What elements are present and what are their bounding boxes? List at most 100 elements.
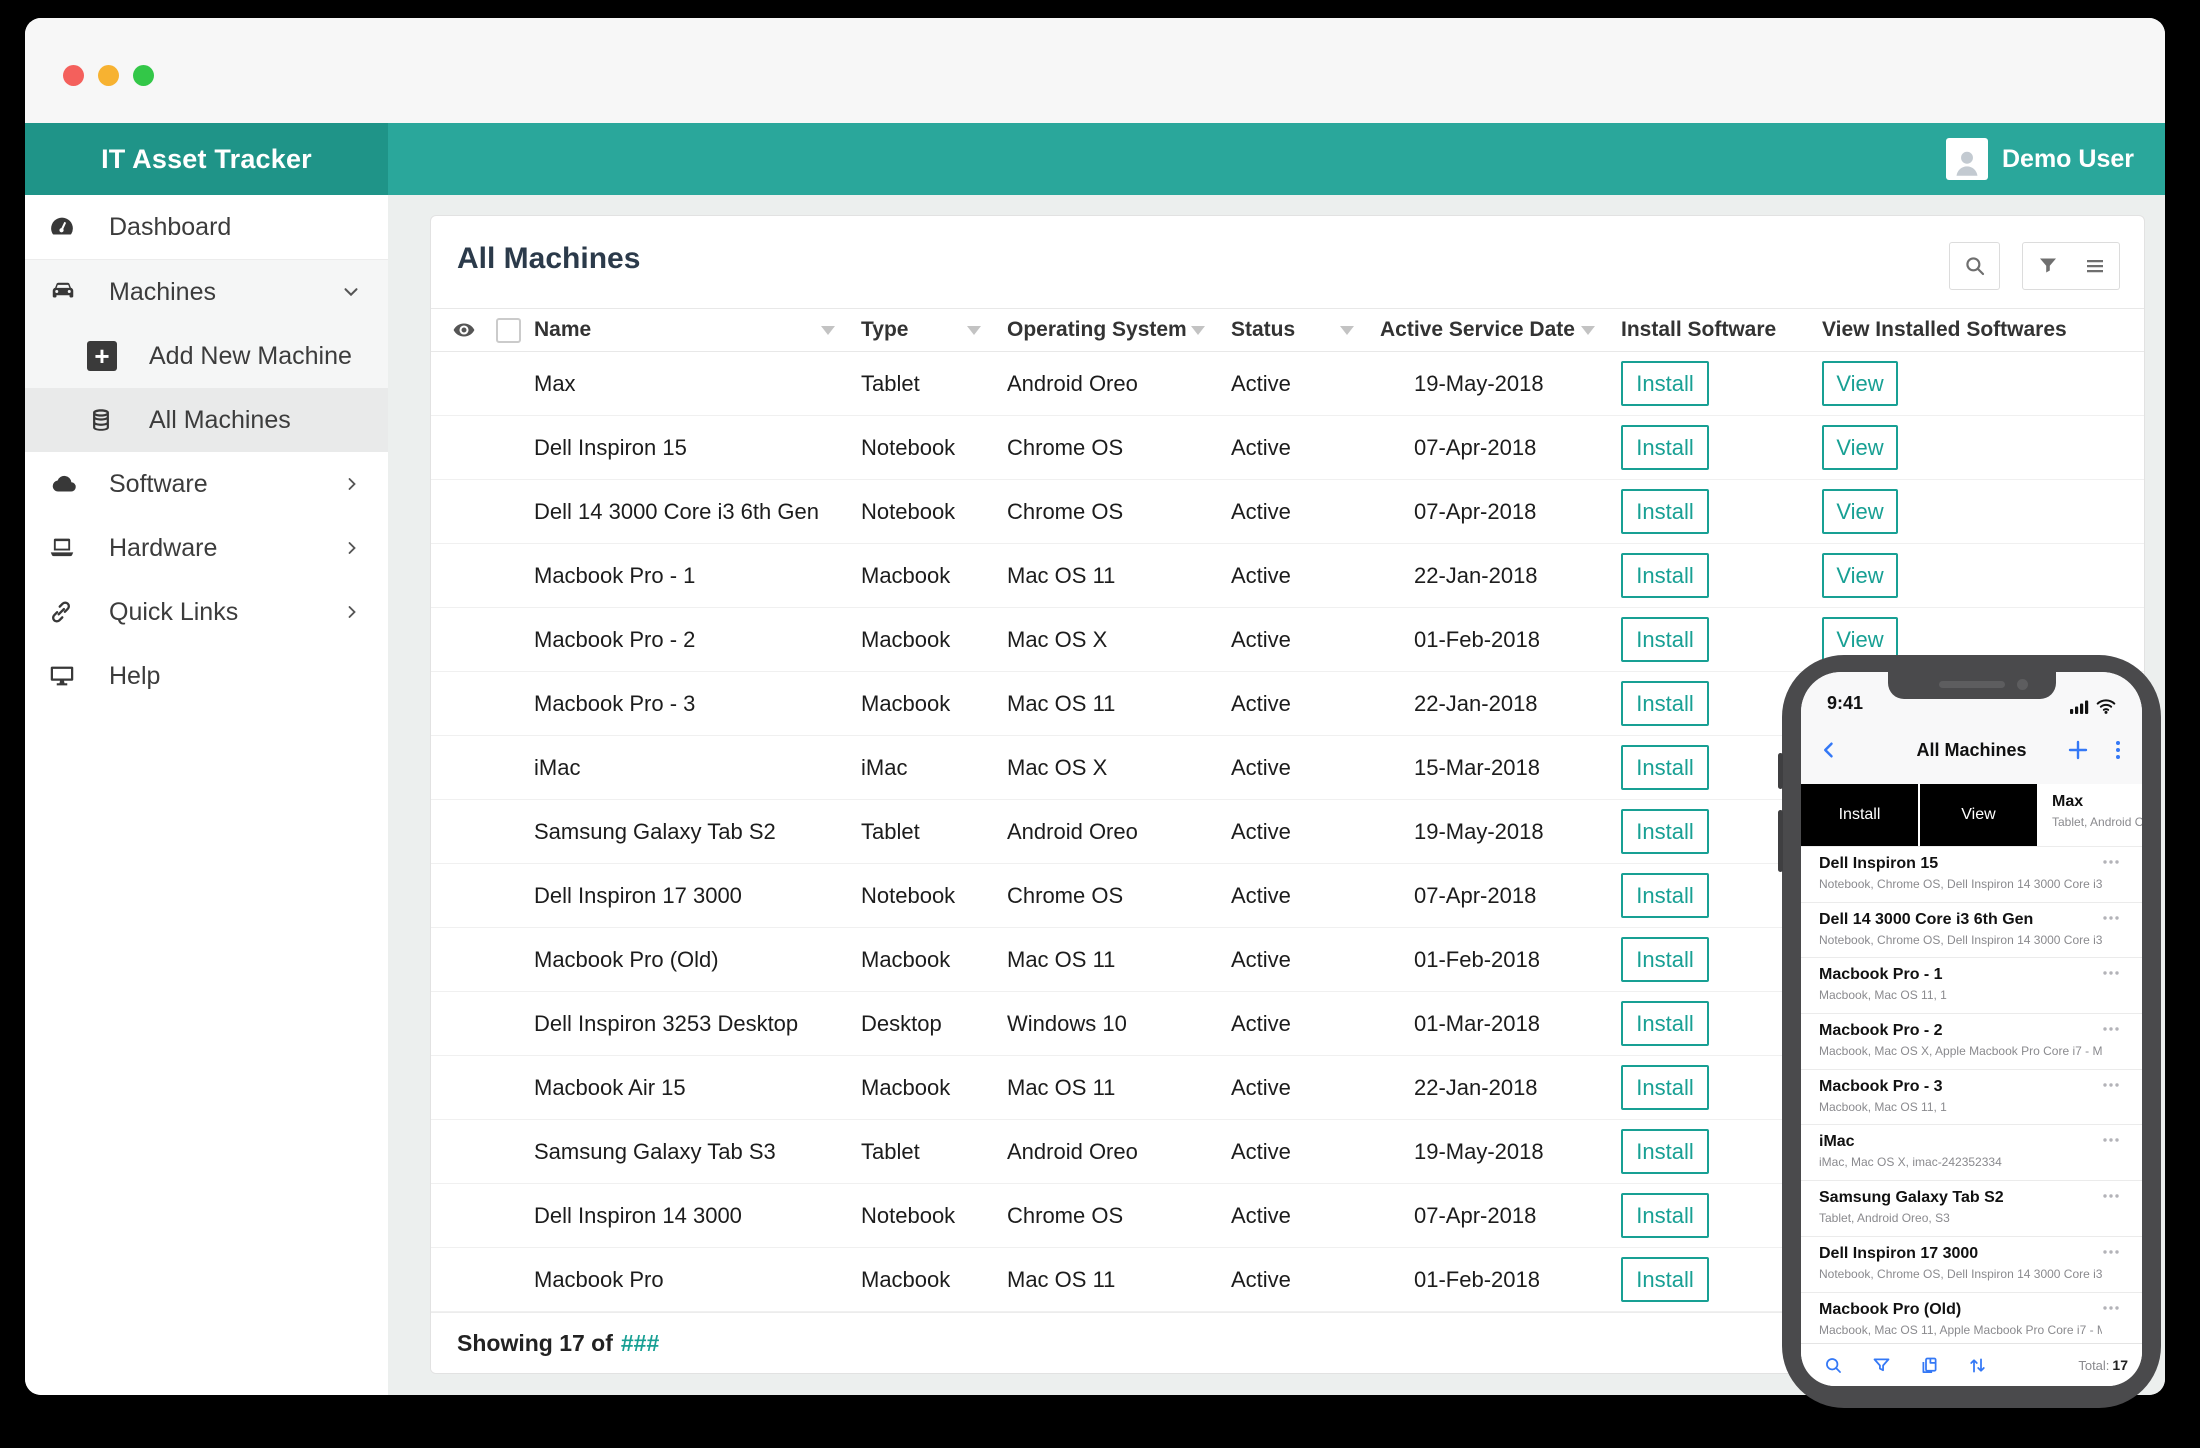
- phone-list-item[interactable]: iMac iMac, Mac OS X, imac-242352334: [1801, 1125, 2142, 1182]
- search-button[interactable]: [1949, 242, 2000, 290]
- view-button[interactable]: View: [1822, 425, 1898, 470]
- phone-list-item[interactable]: Dell Inspiron 15 Notebook, Chrome OS, De…: [1801, 847, 2142, 903]
- install-button[interactable]: Install: [1621, 809, 1709, 854]
- item-more-button[interactable]: [2102, 1193, 2120, 1199]
- sidebar-item-dashboard[interactable]: Dashboard: [25, 195, 388, 259]
- view-button[interactable]: View: [1822, 617, 1898, 662]
- view-button[interactable]: View: [1822, 489, 1898, 534]
- sidebar-item-hardware[interactable]: Hardware: [25, 516, 388, 580]
- install-button[interactable]: Install: [1621, 1129, 1709, 1174]
- table-row[interactable]: Dell 14 3000 Core i3 6th Gen Notebook Ch…: [431, 480, 2144, 544]
- swipe-install-button[interactable]: Install: [1801, 784, 1918, 846]
- phone-list-item[interactable]: Samsung Galaxy Tab S2 Tablet, Android Or…: [1801, 1181, 2142, 1237]
- sidebar-item-quick-links[interactable]: Quick Links: [25, 580, 388, 644]
- install-button[interactable]: Install: [1621, 361, 1709, 406]
- column-header-type[interactable]: Type: [861, 318, 1007, 342]
- back-button[interactable]: [1819, 739, 1839, 761]
- cell-type: Tablet: [861, 370, 920, 396]
- install-button[interactable]: Install: [1621, 1257, 1709, 1302]
- table-row[interactable]: Macbook Pro - 2 Macbook Mac OS X Active …: [431, 608, 2144, 672]
- phone-list-item[interactable]: Dell Inspiron 17 3000 Notebook, Chrome O…: [1801, 1237, 2142, 1293]
- item-more-button[interactable]: [2102, 1305, 2120, 1311]
- install-button[interactable]: Install: [1621, 745, 1709, 790]
- minimize-window-button[interactable]: [98, 65, 119, 86]
- cell-date: 01-Feb-2018: [1414, 946, 1540, 972]
- select-all-checkbox[interactable]: [496, 317, 534, 343]
- install-button[interactable]: Install: [1621, 425, 1709, 470]
- item-more-button[interactable]: [2102, 915, 2120, 921]
- column-header-name[interactable]: Name: [534, 318, 861, 342]
- more-menu-button[interactable]: [2114, 738, 2122, 762]
- column-header-status[interactable]: Status: [1231, 318, 1380, 342]
- view-button[interactable]: View: [1822, 553, 1898, 598]
- sidebar-item-label: Machines: [109, 277, 216, 306]
- sort-icon[interactable]: [1191, 325, 1205, 335]
- sidebar-item-all-machines[interactable]: All Machines: [25, 388, 388, 452]
- cell-date: 07-Apr-2018: [1414, 1202, 1537, 1228]
- cell-date: 22-Jan-2018: [1414, 562, 1538, 588]
- cell-status: Active: [1231, 1010, 1291, 1036]
- phone-list-item[interactable]: Macbook Pro - 1 Macbook, Mac OS 11, 1: [1801, 958, 2142, 1015]
- install-button[interactable]: Install: [1621, 681, 1709, 726]
- sort-icon[interactable]: [821, 325, 835, 335]
- install-button[interactable]: Install: [1621, 873, 1709, 918]
- phone-export-button[interactable]: [1919, 1355, 1940, 1376]
- table-row[interactable]: Max Tablet Android Oreo Active 19-May-20…: [431, 352, 2144, 416]
- sidebar-item-help[interactable]: Help: [25, 644, 388, 708]
- close-window-button[interactable]: [63, 65, 84, 86]
- avatar[interactable]: [1946, 138, 1988, 180]
- item-more-button[interactable]: [2102, 859, 2120, 865]
- phone-list-item[interactable]: Macbook Pro - 3 Macbook, Mac OS 11, 1: [1801, 1070, 2142, 1126]
- item-more-button[interactable]: [2102, 1137, 2120, 1143]
- column-header-os[interactable]: Operating System: [1007, 318, 1231, 342]
- install-button[interactable]: Install: [1621, 617, 1709, 662]
- phone-sort-button[interactable]: [1967, 1355, 1988, 1376]
- phone-filter-button[interactable]: [1871, 1355, 1892, 1376]
- phone-list-item[interactable]: Dell 14 3000 Core i3 6th Gen Notebook, C…: [1801, 903, 2142, 959]
- sidebar-item-label: Hardware: [109, 533, 218, 562]
- table-row[interactable]: Dell Inspiron 15 Notebook Chrome OS Acti…: [431, 416, 2144, 480]
- phone-search-button[interactable]: [1823, 1355, 1844, 1376]
- install-button[interactable]: Install: [1621, 553, 1709, 598]
- cell-status: Active: [1231, 1074, 1291, 1100]
- sort-icon[interactable]: [1340, 325, 1354, 335]
- item-more-button[interactable]: [2102, 970, 2120, 976]
- view-button[interactable]: View: [1822, 361, 1898, 406]
- phone-list-item[interactable]: Macbook Pro - 2 Macbook, Mac OS X, Apple…: [1801, 1014, 2142, 1070]
- item-name: Macbook Pro - 1: [1819, 966, 1943, 984]
- gauge-icon: [47, 212, 87, 242]
- install-button[interactable]: Install: [1621, 1193, 1709, 1238]
- install-button[interactable]: Install: [1621, 489, 1709, 534]
- filter-button[interactable]: [2022, 242, 2073, 290]
- cell-os: Chrome OS: [1007, 882, 1124, 908]
- column-header-date[interactable]: Active Service Date: [1380, 318, 1621, 342]
- install-button[interactable]: Install: [1621, 1001, 1709, 1046]
- install-button[interactable]: Install: [1621, 1065, 1709, 1110]
- item-more-button[interactable]: [2102, 1082, 2120, 1088]
- database-icon: [87, 405, 127, 435]
- table-row[interactable]: Samsung Galaxy Tab S3 Tablet Android Ore…: [431, 1120, 2144, 1184]
- phone-list-item[interactable]: Macbook Pro (Old) Macbook, Mac OS 11, Ap…: [1801, 1293, 2142, 1349]
- sidebar-item-add-new-machine[interactable]: + Add New Machine: [25, 324, 388, 388]
- sort-icon[interactable]: [1581, 325, 1595, 335]
- swipe-view-button[interactable]: View: [1918, 784, 2037, 846]
- visibility-column-header[interactable]: [451, 317, 496, 343]
- sidebar-item-software[interactable]: Software: [25, 452, 388, 516]
- cell-os: Chrome OS: [1007, 1202, 1124, 1228]
- app-title: IT Asset Tracker: [25, 123, 388, 195]
- cell-type: Macbook: [861, 626, 951, 652]
- user-name[interactable]: Demo User: [2002, 144, 2134, 173]
- install-button[interactable]: Install: [1621, 937, 1709, 982]
- item-more-button[interactable]: [2102, 1026, 2120, 1032]
- sidebar: Dashboard Machines + Add New Machine: [25, 195, 388, 1395]
- phone-list-item[interactable]: Max Tablet, Android Oreo, S3: [2037, 784, 2142, 846]
- item-more-button[interactable]: [2102, 1249, 2120, 1255]
- ellipsis-icon: [2103, 860, 2119, 864]
- add-button[interactable]: [2066, 738, 2090, 762]
- sidebar-item-machines[interactable]: Machines: [25, 260, 388, 324]
- table-row[interactable]: Macbook Pro - 1 Macbook Mac OS 11 Active…: [431, 544, 2144, 608]
- menu-button[interactable]: [2070, 242, 2120, 290]
- filter-icon: [2039, 258, 2056, 273]
- sort-icon[interactable]: [967, 325, 981, 335]
- zoom-window-button[interactable]: [133, 65, 154, 86]
